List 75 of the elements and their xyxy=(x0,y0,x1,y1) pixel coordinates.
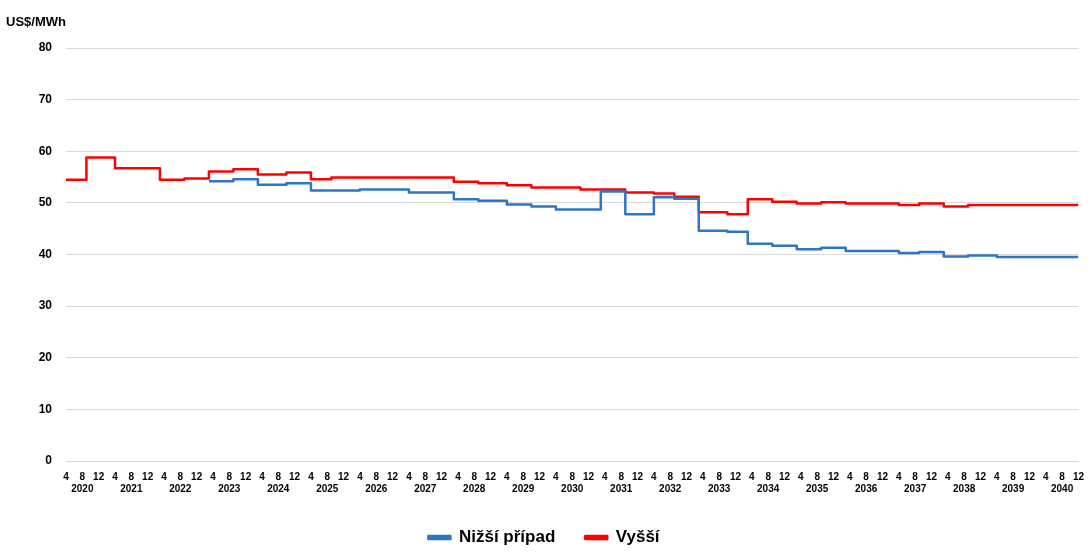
x-tick-label: 8 2038 xyxy=(953,470,976,494)
x-tick-label: 8 2037 xyxy=(904,470,927,494)
x-tick-label: 4 xyxy=(700,470,707,482)
y-tick-label: 0 xyxy=(45,453,53,468)
x-tick-label: 4 xyxy=(357,470,364,482)
x-tick-label: 4 xyxy=(455,470,462,482)
x-tick-label: 8 2033 xyxy=(708,470,731,494)
x-tick-label: 4 xyxy=(945,470,952,482)
x-tick-label: 8 2039 xyxy=(1001,470,1025,494)
x-tick-label: 12 xyxy=(485,470,497,482)
x-tick-label: 8 2031 xyxy=(610,470,633,494)
x-tick-label: 4 xyxy=(847,470,854,482)
x-tick-label: 12 xyxy=(925,470,938,482)
x-tick-label: 12 xyxy=(1023,470,1036,482)
x-tick-label: 8 2029 xyxy=(512,470,535,494)
x-tick-label: 8 2020 xyxy=(71,470,94,494)
x-tick-label: 12 xyxy=(338,470,350,482)
x-tick-label: 12 xyxy=(680,470,693,482)
x-tick-label: 4 xyxy=(798,470,805,482)
y-tick-label: 20 xyxy=(38,350,53,365)
x-tick-label: 8 2040 xyxy=(1050,470,1074,494)
x-tick-label: 4 xyxy=(504,470,511,482)
x-tick-label: 8 2021 xyxy=(120,470,143,494)
x-tick-label: 4 xyxy=(602,470,609,482)
x-tick-label: 4 xyxy=(896,470,903,482)
y-tick-label: 30 xyxy=(38,298,53,313)
x-tick-label: 8 2022 xyxy=(169,470,192,494)
x-tick-label: 8 2024 xyxy=(267,470,290,494)
x-tick-label: 8 2034 xyxy=(757,470,780,494)
x-tick-label: 8 2032 xyxy=(659,470,682,494)
y-tick-label: 60 xyxy=(38,143,53,158)
y-axis-title: US$/MWh xyxy=(6,14,66,29)
y-tick-label: 10 xyxy=(38,401,53,416)
x-tick-label: 4 xyxy=(406,470,413,482)
x-tick-label: 8 2035 xyxy=(806,470,829,494)
x-tick-label: 12 xyxy=(387,470,399,482)
x-tick-label: 4 xyxy=(161,470,168,482)
x-tick-label: 12 xyxy=(729,470,742,482)
x-tick-label: 12 xyxy=(289,470,301,482)
x-tick-label: 4 xyxy=(210,470,217,482)
x-tick-label: 12 xyxy=(191,470,203,482)
x-tick-label: 12 xyxy=(631,470,644,482)
x-tick-label: 8 2026 xyxy=(365,470,388,494)
y-tick-label: 80 xyxy=(38,40,53,55)
x-tick-label: 8 2036 xyxy=(855,470,878,494)
x-tick-label: 12 xyxy=(778,470,791,482)
x-tick-label: 12 xyxy=(827,470,840,482)
x-tick-label: 8 2028 xyxy=(463,470,486,494)
x-tick-label: 4 xyxy=(308,470,315,482)
x-tick-label: 4 xyxy=(259,470,266,482)
x-tick-label: 12 xyxy=(142,470,154,482)
x-tick-label: 8 2030 xyxy=(561,470,584,494)
x-tick-label: 4 xyxy=(553,470,560,482)
x-tick-label: 8 2027 xyxy=(414,470,437,494)
x-tick-label: 12 xyxy=(876,470,889,482)
x-tick-label: 8 2023 xyxy=(218,470,241,494)
y-tick-label: 70 xyxy=(38,91,53,106)
x-tick-label: 4 xyxy=(112,470,119,482)
x-tick-label: 4 xyxy=(1043,470,1049,482)
x-tick-label: 12 xyxy=(534,470,546,482)
y-tick-label: 40 xyxy=(38,246,53,261)
x-tick-label: 4 xyxy=(749,470,756,482)
x-tick-label: 12 xyxy=(436,470,448,482)
x-tick-label: 12 xyxy=(582,470,595,482)
x-tick-label: 4 xyxy=(63,470,70,482)
x-tick-label: 12 xyxy=(240,470,252,482)
x-tick-label: 8 2025 xyxy=(316,470,339,494)
y-tick-label: 50 xyxy=(38,195,53,210)
x-tick-label: 12 xyxy=(93,470,105,482)
legend-label: Nižší případ xyxy=(458,527,556,547)
x-tick-label: 4 xyxy=(994,470,1001,482)
legend-label: Vyšší xyxy=(615,527,661,547)
x-tick-label: 12 xyxy=(974,470,987,482)
x-tick-label: 12 xyxy=(1072,470,1085,482)
x-tick-label: 4 xyxy=(651,470,658,482)
